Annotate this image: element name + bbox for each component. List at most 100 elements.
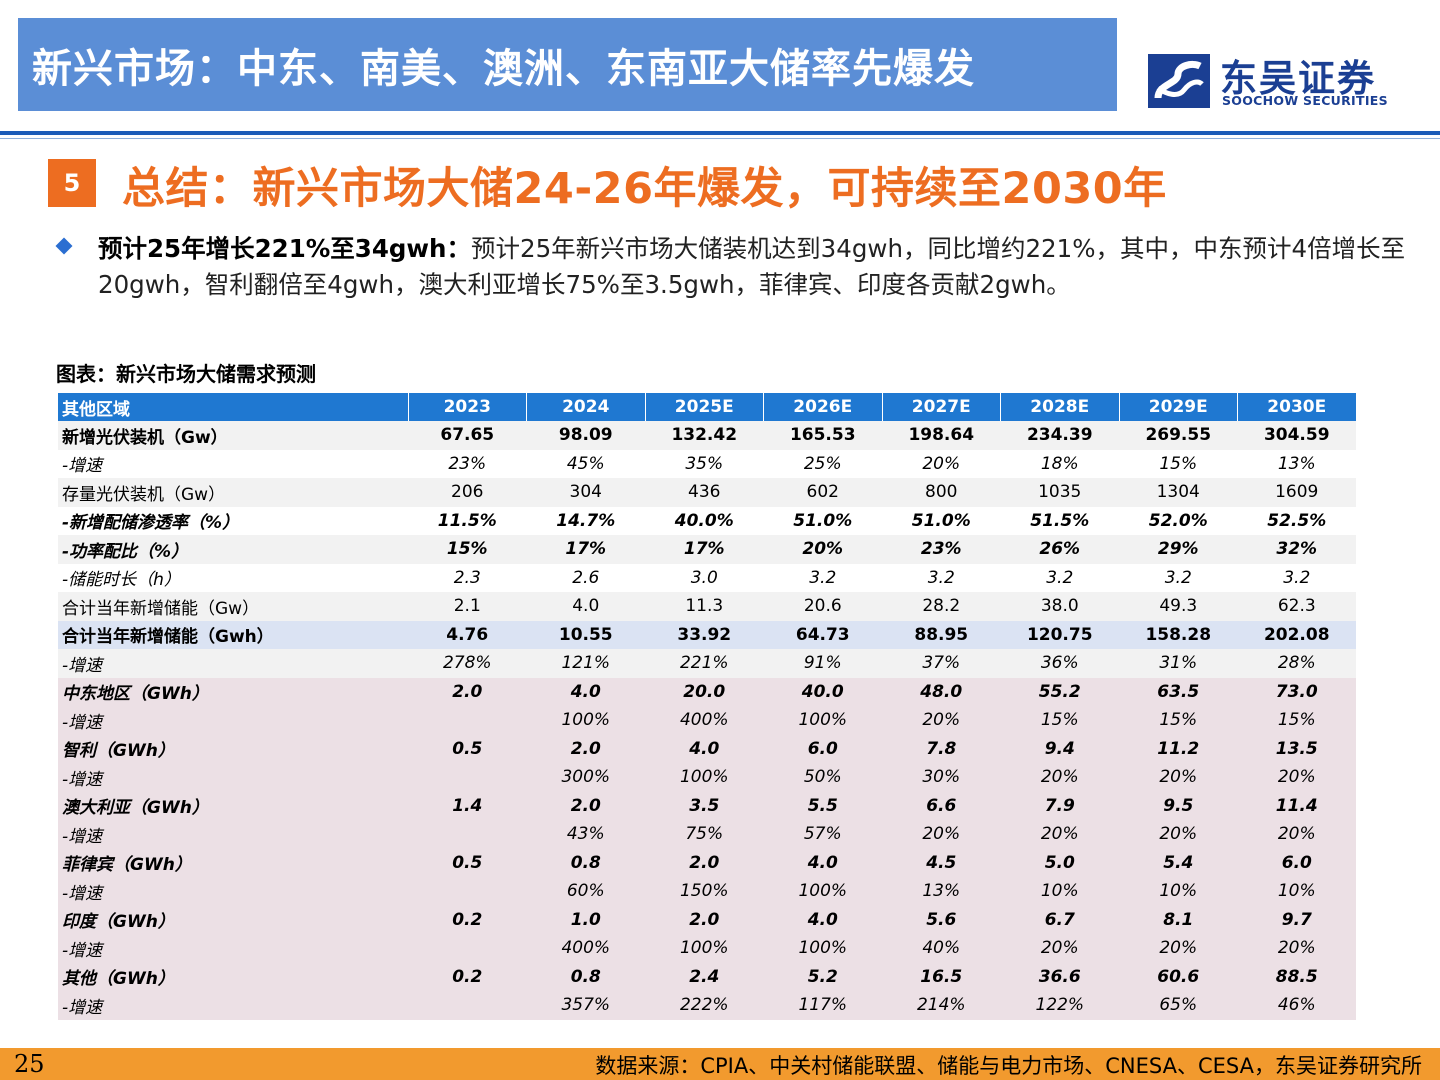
table-cell: 5.5	[763, 791, 882, 820]
table-cell: 63.5	[1119, 677, 1238, 706]
table-row: -增速 43% 75% 57% 20% 20% 20% 20%	[58, 820, 1356, 849]
table-caption: 图表：新兴市场大储需求预测	[56, 362, 316, 386]
header-divider-thin	[0, 138, 1440, 139]
table-cell: 57%	[763, 820, 882, 849]
table-cell: 88.5	[1237, 962, 1356, 991]
table-cell: 221%	[645, 649, 764, 678]
table-cell: 15%	[408, 535, 527, 564]
page-title: 新兴市场：中东、南美、澳洲、东南亚大储率先爆发	[32, 45, 975, 92]
table-cell: 88.95	[882, 620, 1001, 649]
table-cell: 2.0	[526, 791, 645, 820]
table-cell: 4.0	[645, 734, 764, 763]
table-cell: 23%	[882, 535, 1001, 564]
section-title: 总结：新兴市场大储24-26年爆发，可持续至2030年	[122, 164, 1167, 214]
table-body: 新增光伏装机（Gw） 67.65 98.09 132.42 165.53 198.64 23…	[58, 421, 1356, 1020]
table-cell: 5.2	[763, 962, 882, 991]
table-cell: 357%	[526, 991, 645, 1020]
row-label: 合计当年新增储能（Gwh）	[58, 620, 408, 649]
table-cell: 2.6	[526, 563, 645, 592]
table-cell: 33.92	[645, 620, 764, 649]
table-cell: 49.3	[1119, 592, 1238, 621]
table-cell: 51.0%	[882, 506, 1001, 535]
table-cell: 31%	[1119, 649, 1238, 678]
row-label: -功率配比（%）	[58, 535, 408, 564]
table-cell: 0.8	[526, 848, 645, 877]
table-cell: 60%	[526, 877, 645, 906]
table-cell: 304.59	[1237, 421, 1356, 450]
table-row: 合计当年新增储能（Gw） 2.1 4.0 11.3 20.6 28.2 38.0 49.3 62…	[58, 592, 1356, 621]
table-cell: 32%	[1237, 535, 1356, 564]
table-cell: 51.5%	[1000, 506, 1119, 535]
column-header: 2029E	[1119, 393, 1238, 421]
row-label: 其他（GWh）	[58, 962, 408, 991]
column-header: 2025E	[645, 393, 764, 421]
table-cell: 3.2	[1000, 563, 1119, 592]
table-cell	[408, 763, 527, 792]
table-cell: 13%	[882, 877, 1001, 906]
table-cell: 46%	[1237, 991, 1356, 1020]
table-cell: 1.4	[408, 791, 527, 820]
table-cell: 3.0	[645, 563, 764, 592]
table-cell: 11.2	[1119, 734, 1238, 763]
table-row: -新增配储渗透率（%） 11.5% 14.7% 40.0% 51.0% 51.0% 51.5…	[58, 506, 1356, 535]
row-label: 印度（GWh）	[58, 905, 408, 934]
table-cell: 17%	[645, 535, 764, 564]
page-number: 25	[14, 1050, 45, 1078]
table-cell: 48.0	[882, 677, 1001, 706]
table-cell: 16.5	[882, 962, 1001, 991]
table-cell: 2.3	[408, 563, 527, 592]
table-cell: 234.39	[1000, 421, 1119, 450]
table-cell	[408, 991, 527, 1020]
table-row: 存量光伏装机（Gw） 206 304 436 602 800 1035 1304 1609	[58, 478, 1356, 507]
table-cell: 40%	[882, 934, 1001, 963]
table-cell: 100%	[763, 706, 882, 735]
table-cell: 436	[645, 478, 764, 507]
row-label: 澳大利亚（GWh）	[58, 791, 408, 820]
table-cell: 15%	[1119, 706, 1238, 735]
table-cell: 1304	[1119, 478, 1238, 507]
table-cell: 15%	[1119, 449, 1238, 478]
table-cell: 5.0	[1000, 848, 1119, 877]
table-cell: 7.8	[882, 734, 1001, 763]
row-label: -增速	[58, 877, 408, 906]
table-cell: 4.0	[763, 848, 882, 877]
table-cell: 13%	[1237, 449, 1356, 478]
table-cell: 304	[526, 478, 645, 507]
table-cell: 20%	[882, 449, 1001, 478]
table-cell: 11.5%	[408, 506, 527, 535]
table-cell: 10%	[1119, 877, 1238, 906]
table-cell	[408, 877, 527, 906]
header-divider	[0, 131, 1440, 135]
row-label: 中东地区（GWh）	[58, 677, 408, 706]
column-header: 2024	[526, 393, 646, 421]
table-cell: 8.1	[1119, 905, 1238, 934]
table-cell: 20%	[1237, 820, 1356, 849]
table-cell: 14.7%	[526, 506, 645, 535]
table-cell: 214%	[882, 991, 1001, 1020]
table-cell: 64.73	[763, 620, 882, 649]
table-cell: 3.2	[882, 563, 1001, 592]
logo-mark-icon	[1148, 54, 1210, 108]
table-cell: 3.2	[763, 563, 882, 592]
row-label: 新增光伏装机（Gw）	[58, 421, 408, 450]
table-cell: 13.5	[1237, 734, 1356, 763]
table-cell: 4.0	[763, 905, 882, 934]
row-label: -增速	[58, 649, 408, 678]
table-cell: 222%	[645, 991, 764, 1020]
table-cell: 28%	[1237, 649, 1356, 678]
table-cell: 28.2	[882, 592, 1001, 621]
table-cell: 65%	[1119, 991, 1238, 1020]
table-cell: 52.0%	[1119, 506, 1238, 535]
table-cell: 10%	[1237, 877, 1356, 906]
table-cell: 20%	[1000, 820, 1119, 849]
table-cell: 35%	[645, 449, 764, 478]
row-label: -增速	[58, 763, 408, 792]
table-cell: 3.2	[1237, 563, 1356, 592]
table-cell: 15%	[1237, 706, 1356, 735]
table-cell: 36%	[1000, 649, 1119, 678]
table-row: 合计当年新增储能（Gwh） 4.76 10.55 33.92 64.73 88.95 120…	[58, 620, 1356, 649]
table-cell: 37%	[882, 649, 1001, 678]
table-cell: 2.0	[645, 848, 764, 877]
table-cell: 10%	[1000, 877, 1119, 906]
table-cell: 6.0	[1237, 848, 1356, 877]
